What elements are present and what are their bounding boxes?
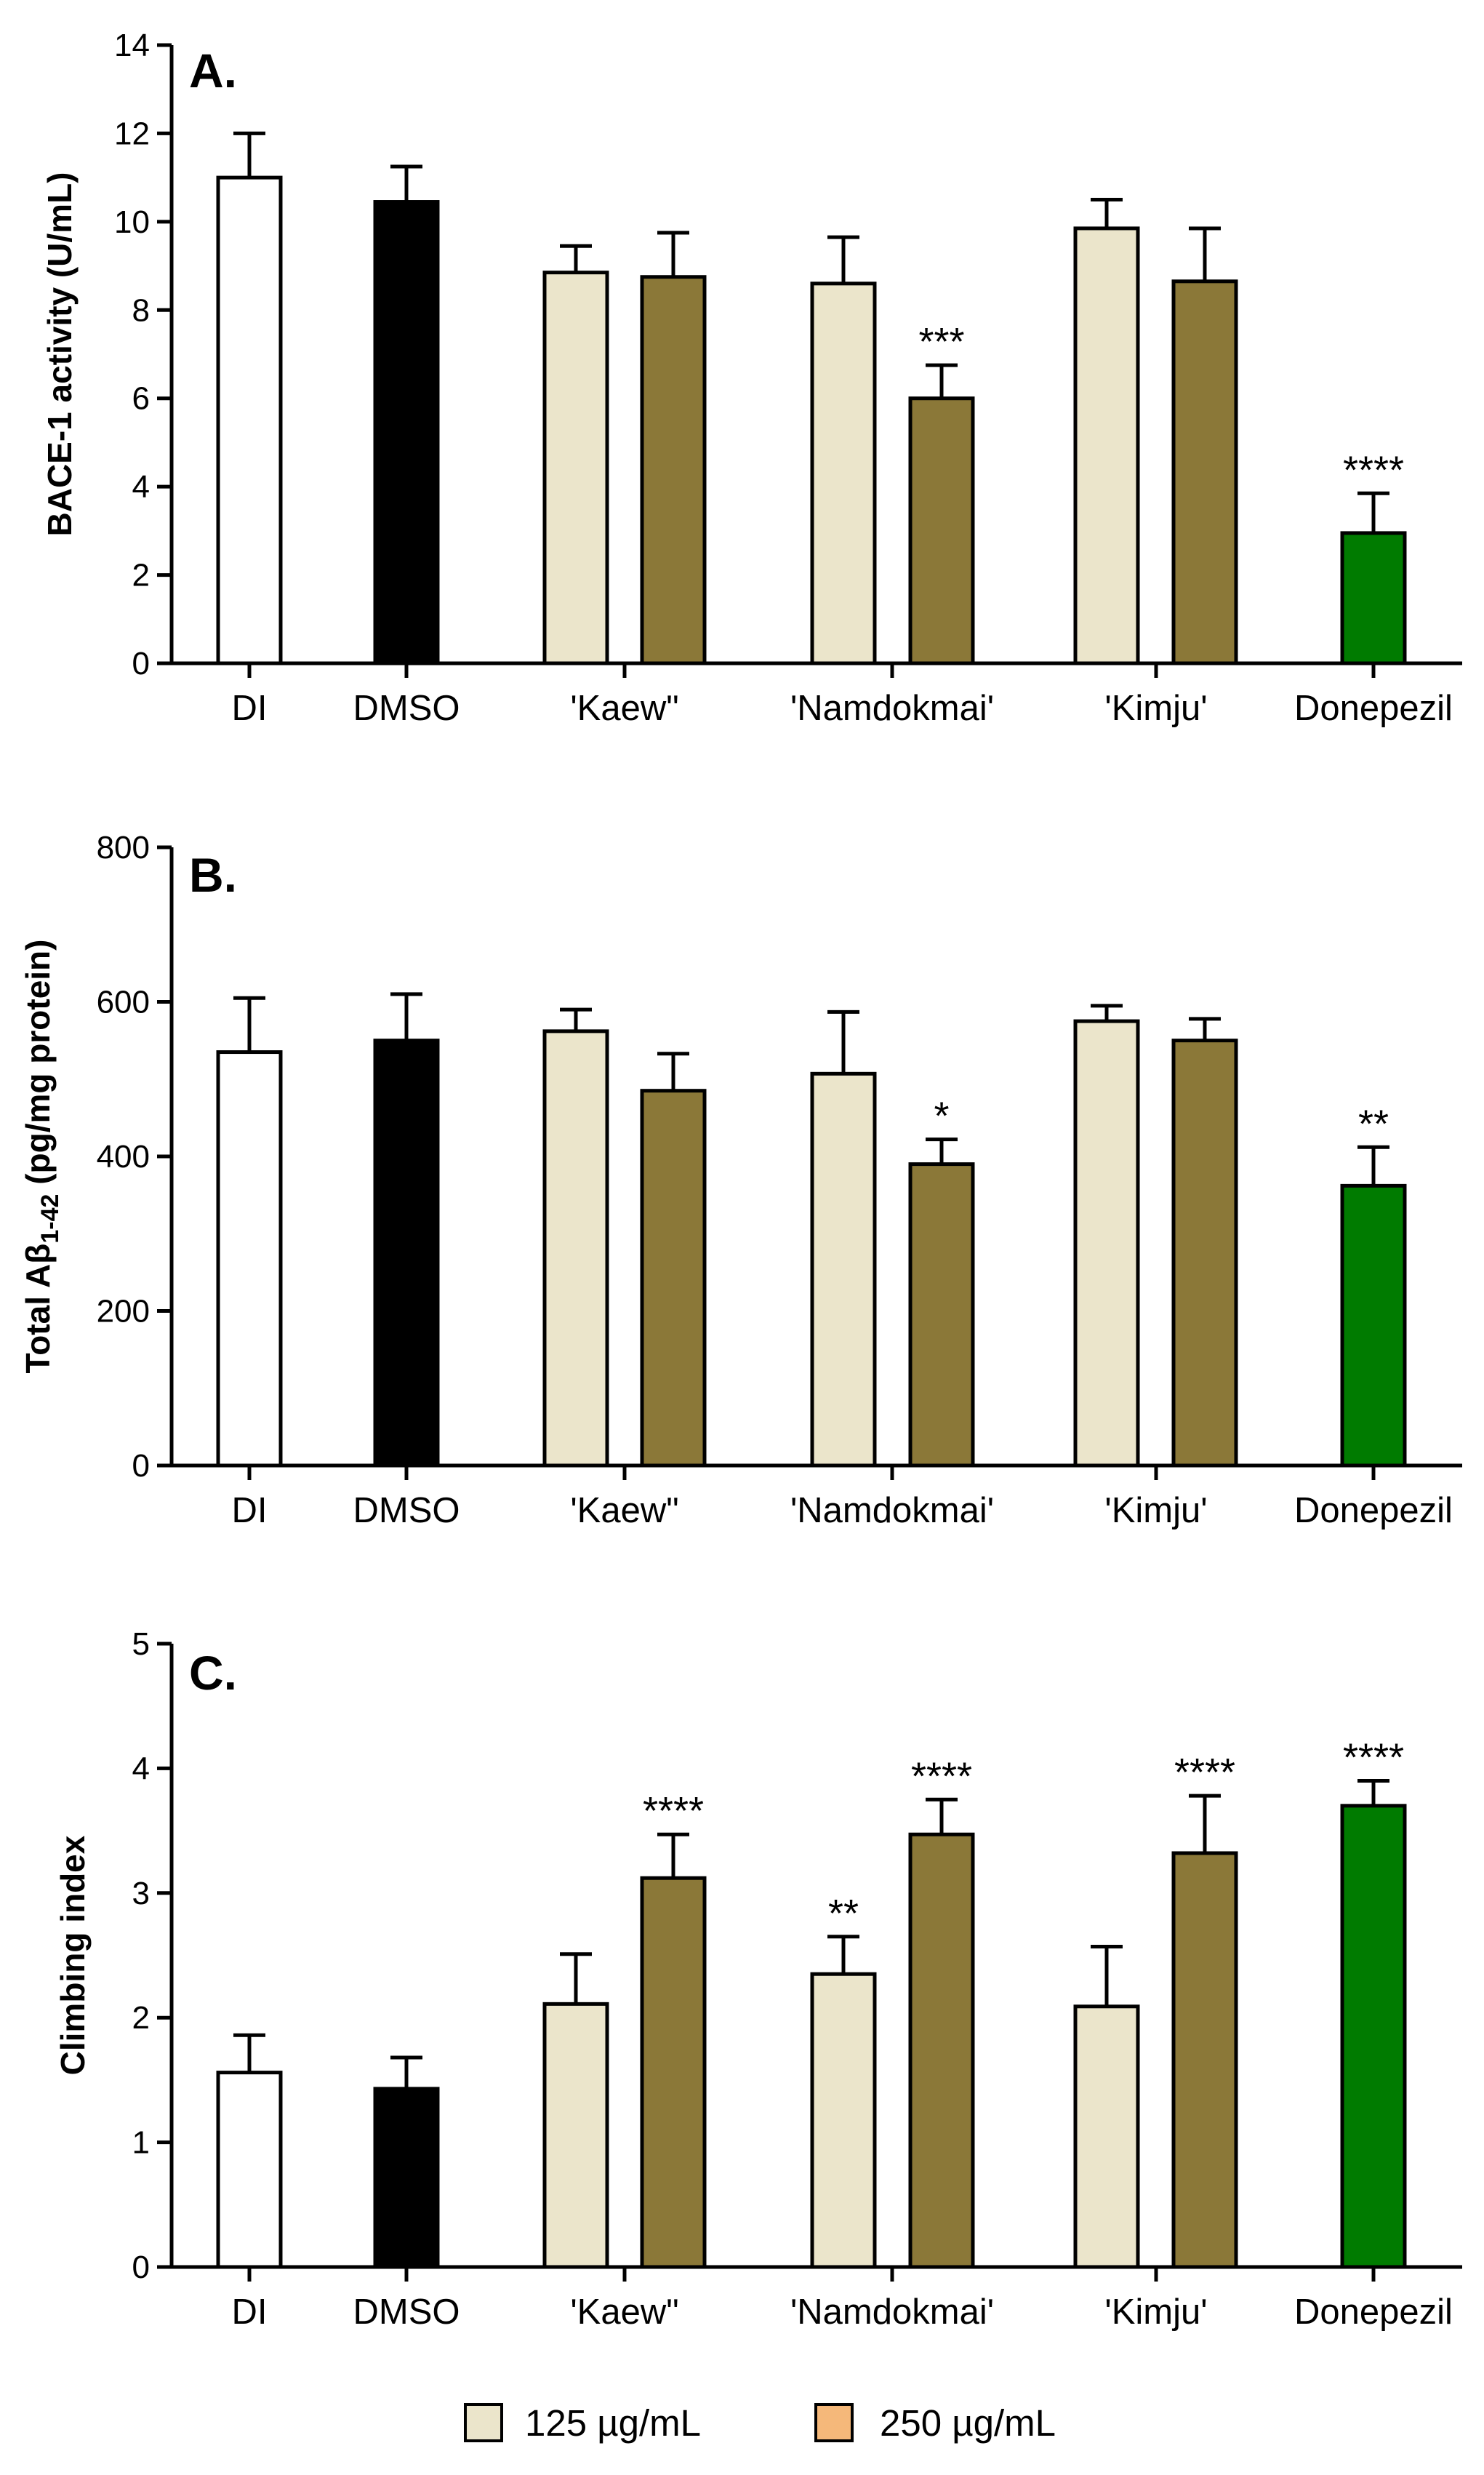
y-tick-label: 10: [114, 204, 150, 240]
panel-label: A.: [189, 44, 237, 97]
x-tick-label: DI: [232, 1491, 268, 1530]
y-tick-label: 12: [114, 116, 150, 151]
bar: [908, 1162, 975, 1468]
x-tick-label: DMSO: [353, 1491, 460, 1530]
x-tick-label: 'Kaew": [570, 689, 678, 728]
y-axis-title: BACE-1 activity (U/mL): [41, 172, 79, 537]
bar: [1340, 1804, 1407, 2269]
bar: [542, 2002, 609, 2269]
x-tick-label: Donepezil: [1294, 2292, 1453, 2332]
bar: [542, 1029, 609, 1468]
bar: [810, 1071, 877, 1468]
y-tick-label: 0: [132, 1448, 150, 1484]
bar: [373, 1039, 440, 1468]
y-tick-label: 4: [132, 469, 150, 505]
bar: [810, 1972, 877, 2269]
y-tick-label: 8: [132, 292, 150, 328]
significance-label: ****: [1343, 448, 1404, 492]
significance-label: ****: [643, 1789, 704, 1833]
panel-label: B.: [189, 848, 237, 902]
y-tick-label: 400: [97, 1139, 150, 1175]
x-tick-label: 'Kaew": [570, 2292, 678, 2332]
y-tick-label: 3: [132, 1876, 150, 1911]
x-tick-label: DI: [232, 689, 268, 728]
bar: [1073, 1019, 1140, 1468]
bar: [373, 200, 440, 665]
legend-label-125: 125 µg/mL: [525, 2402, 701, 2444]
legend-swatch-125: [464, 2403, 503, 2442]
significance-label: **: [1358, 1102, 1389, 1145]
x-tick-label: 'Kimju': [1104, 1491, 1207, 1530]
bar: [216, 1050, 283, 1468]
bar: [1171, 1039, 1238, 1468]
bar: [1073, 2004, 1140, 2269]
x-tick-label: 'Namdokmai': [790, 689, 994, 728]
bar: [908, 396, 975, 665]
x-tick-label: DI: [232, 2292, 268, 2332]
y-tick-label: 800: [97, 830, 150, 865]
panel-label: C.: [189, 1646, 237, 1700]
legend-label-250: 250 µg/mL: [880, 2402, 1056, 2444]
bar: [1171, 1851, 1238, 2269]
bar: [373, 2087, 440, 2269]
bar: [1073, 226, 1140, 665]
bar: [1171, 279, 1238, 665]
bar: [1340, 1183, 1407, 1468]
significance-label: *: [934, 1095, 949, 1138]
bar: [640, 1876, 707, 2269]
y-tick-label: 1: [132, 2125, 150, 2161]
x-tick-label: 'Kimju': [1104, 689, 1207, 728]
y-tick-label: 4: [132, 1751, 150, 1786]
x-tick-label: Donepezil: [1294, 689, 1453, 728]
legend-swatch-250: [814, 2403, 854, 2442]
y-tick-label: 5: [132, 1626, 150, 1662]
x-tick-label: 'Namdokmai': [790, 2292, 994, 2332]
y-axis-title: Total Aβ1-42 (pg/mg protein): [19, 940, 64, 1374]
bar: [810, 281, 877, 665]
bar: [542, 271, 609, 665]
bar: [908, 1832, 975, 2269]
bar: [216, 2071, 283, 2269]
y-tick-label: 600: [97, 985, 150, 1020]
y-tick-label: 2: [132, 558, 150, 593]
significance-label: ****: [1174, 1751, 1235, 1794]
y-axis-title: Climbing index: [54, 1835, 92, 2075]
x-tick-label: DMSO: [353, 689, 460, 728]
x-tick-label: 'Namdokmai': [790, 1491, 994, 1530]
bar: [216, 175, 283, 665]
bar: [640, 275, 707, 665]
significance-label: **: [828, 1892, 859, 1935]
y-tick-label: 2: [132, 2000, 150, 2036]
y-tick-label: 6: [132, 381, 150, 417]
x-tick-label: 'Kaew": [570, 1491, 678, 1530]
legend: 125 µg/mL 250 µg/mL: [464, 2402, 1056, 2444]
x-tick-label: Donepezil: [1294, 1491, 1453, 1530]
bar: [640, 1089, 707, 1468]
x-tick-label: DMSO: [353, 2292, 460, 2332]
significance-label: ****: [1343, 1736, 1404, 1780]
bar: [1340, 531, 1407, 665]
significance-label: ****: [911, 1754, 972, 1798]
x-tick-label: 'Kimju': [1104, 2292, 1207, 2332]
y-tick-label: 14: [114, 28, 150, 63]
y-tick-label: 0: [132, 2250, 150, 2285]
y-tick-label: 0: [132, 646, 150, 681]
y-tick-label: 200: [97, 1294, 150, 1330]
significance-label: ***: [918, 320, 964, 364]
